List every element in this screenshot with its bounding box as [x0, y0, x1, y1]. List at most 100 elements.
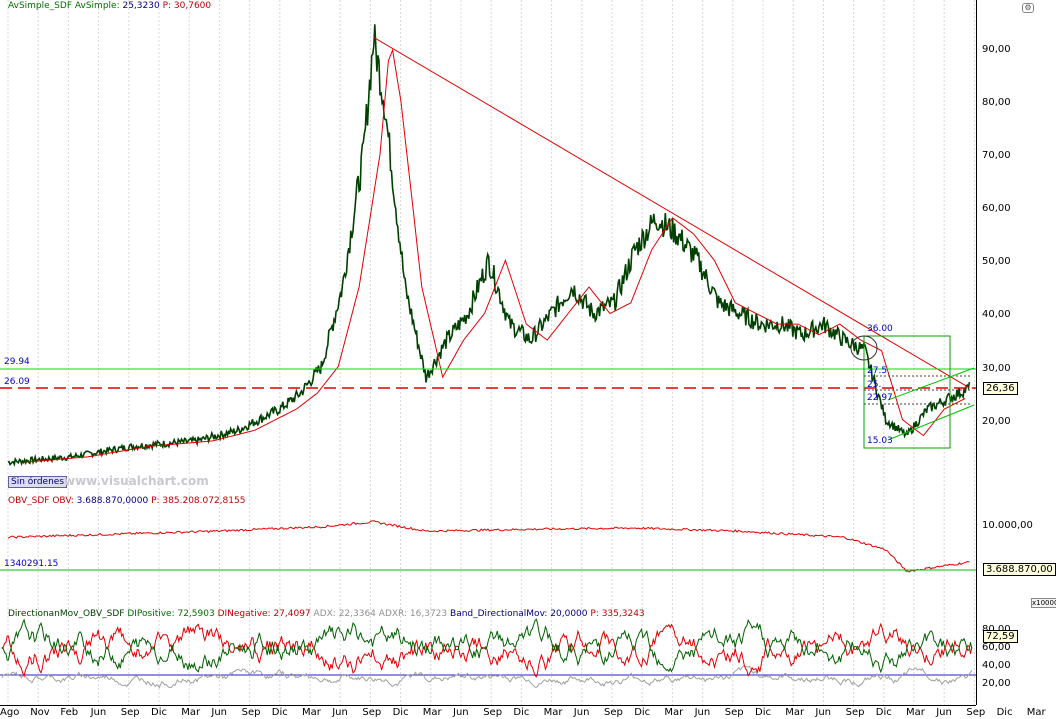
- fibonacci-box: [863, 335, 951, 449]
- current-price-label: 26,36: [983, 382, 1018, 395]
- level-label-27: 27.5: [867, 366, 888, 376]
- dmi-tick-40: 40,00: [982, 660, 1011, 671]
- obv-panel-header: OBV_SDF OBV: 3.688.870,0000 P: 385.208.0…: [8, 496, 245, 506]
- x-tick-label: Dic: [513, 707, 530, 718]
- x-tick-label: Nov: [30, 707, 50, 718]
- highlight-ellipse: [850, 335, 878, 361]
- x-tick-label: Mar: [181, 707, 201, 718]
- obv-p-value: P: 385.208.072,8155: [151, 496, 246, 506]
- x-tick-label: Dic: [392, 707, 409, 718]
- x-tick-label: Sep: [966, 707, 986, 718]
- price-axis: [976, 0, 1056, 495]
- trendline-down: [373, 36, 970, 389]
- x-tick-label: Jun: [815, 707, 832, 718]
- obv-panel[interactable]: OBV_SDF OBV: 3.688.870,0000 P: 385.208.0…: [0, 495, 976, 609]
- obv-scale-label: x10000: [1031, 598, 1056, 608]
- x-tick-label: Sep: [845, 707, 865, 718]
- obv-tick: 10.000,00: [982, 520, 1033, 531]
- dmi-adx: ADX: 22,3364: [313, 609, 376, 619]
- watermark-text: www.visualchart.com: [64, 474, 209, 488]
- x-tick-label: Sep: [483, 707, 503, 718]
- x-tick-label: Jun: [573, 707, 590, 718]
- x-tick-label: Dic: [875, 707, 892, 718]
- x-tick-label: Feb: [60, 707, 79, 718]
- price-tick-20: 20,00: [982, 416, 1011, 427]
- price-tick-30: 30,00: [982, 363, 1011, 374]
- settings-icon[interactable]: ⚙: [1022, 3, 1034, 13]
- dinegative-series: [1, 622, 973, 678]
- x-tick-label: Sep: [724, 707, 744, 718]
- x-tick-label: Mar: [422, 707, 442, 718]
- level-label-36: 36.00: [867, 324, 893, 334]
- price-panel-header: AvSimple_SDF AvSimple: 25,3230 P: 30,760…: [8, 1, 211, 11]
- dmi-p-value: P: 335,3243: [590, 609, 645, 619]
- dmi-adxr: ADXR: 16,3723: [378, 609, 448, 619]
- obv-current-label: 3.688.870,00: [983, 563, 1056, 576]
- price-tick-60: 60,00: [982, 203, 1011, 214]
- dmi-band: Band_DirectionalMov: 20,0000: [450, 609, 588, 619]
- channel-lower: [887, 404, 975, 441]
- dipositive-series: [1, 618, 973, 674]
- price-indicator-value: 25,3230: [122, 1, 160, 11]
- level-label-25: 25.: [867, 380, 882, 390]
- adx-series: [1, 665, 973, 689]
- price-series: [7, 24, 971, 468]
- obv-value: 3.688.870,0000: [76, 496, 149, 506]
- dmi-tick-80: 80,00: [982, 624, 1011, 635]
- x-tick-label: Mar: [664, 707, 684, 718]
- x-tick-label: Dic: [151, 707, 167, 718]
- obv-series-name: OBV_SDF: [8, 496, 50, 506]
- x-tick-label: Mar: [906, 707, 925, 718]
- x-tick-label: Ago: [0, 707, 20, 718]
- dmi-dinegative: DINegative: 27,4097: [217, 609, 311, 619]
- dmi-panel[interactable]: DirectionanMov_OBV_SDF DIPositive: 72,59…: [0, 608, 976, 706]
- dmi-current-label: 72,59: [983, 630, 1018, 643]
- x-tick-label: Jun: [211, 707, 228, 718]
- dmi-dipositive: DIPositive: 72,5903: [127, 609, 215, 619]
- x-tick-label: Jun: [694, 707, 711, 718]
- x-tick-label: Dic: [996, 707, 1013, 718]
- x-tick-label: Sep: [241, 707, 261, 718]
- obv-level-label: 1340291.15: [4, 559, 59, 569]
- x-tick-label: Sep: [362, 707, 382, 718]
- x-tick-label: Jun: [90, 707, 107, 718]
- x-tick-label: Dic: [634, 707, 651, 718]
- dmi-chart: [0, 608, 976, 705]
- level-label-29: 29.94: [4, 357, 30, 367]
- sin-ordenes-button[interactable]: Sin órdenes: [8, 476, 68, 488]
- price-tick-70: 70,00: [982, 150, 1011, 161]
- x-tick-label: Mar: [543, 707, 563, 718]
- price-tick-50: 50,00: [982, 256, 1011, 267]
- obv-chart: [0, 495, 976, 608]
- channel-upper: [887, 367, 975, 401]
- price-tick-80: 80,00: [982, 97, 1011, 108]
- x-tick-label: Dic: [271, 707, 288, 718]
- dmi-series-name: DirectionanMov_OBV_SDF: [8, 609, 125, 619]
- level-label-26: 26.09: [4, 377, 30, 387]
- obv-axis: [976, 495, 1056, 608]
- price-chart: [0, 0, 976, 495]
- dmi-tick-20: 20,00: [982, 678, 1011, 689]
- moving-average-series: [24, 48, 966, 463]
- x-tick-label: Jun: [453, 707, 469, 718]
- x-tick-label: Mar: [785, 707, 805, 718]
- dmi-panel-header: DirectionanMov_OBV_SDF DIPositive: 72,59…: [8, 609, 645, 619]
- price-indicator-name: AvSimple:: [74, 1, 120, 11]
- x-tick-label: Dic: [755, 707, 771, 718]
- x-tick-label: Jun: [936, 707, 952, 718]
- dmi-axis: [976, 608, 1056, 705]
- price-p-value: P: 30,7600: [162, 1, 212, 11]
- price-panel[interactable]: AvSimple_SDF AvSimple: 25,3230 P: 30,760…: [0, 0, 976, 496]
- x-tick-label: Sep: [120, 707, 140, 718]
- x-tick-label: Mar: [1026, 707, 1046, 718]
- price-series-name: AvSimple_SDF: [8, 1, 73, 11]
- level-label-15: 15.03: [867, 436, 893, 446]
- price-tick-40: 40,00: [982, 309, 1011, 320]
- obv-series: [7, 520, 970, 573]
- dmi-tick-60: 60,00: [982, 642, 1011, 653]
- x-tick-label: Mar: [302, 707, 321, 718]
- x-tick-label: Jun: [332, 707, 348, 718]
- level-label-22: 22.97: [867, 393, 893, 403]
- obv-label: OBV:: [52, 496, 74, 506]
